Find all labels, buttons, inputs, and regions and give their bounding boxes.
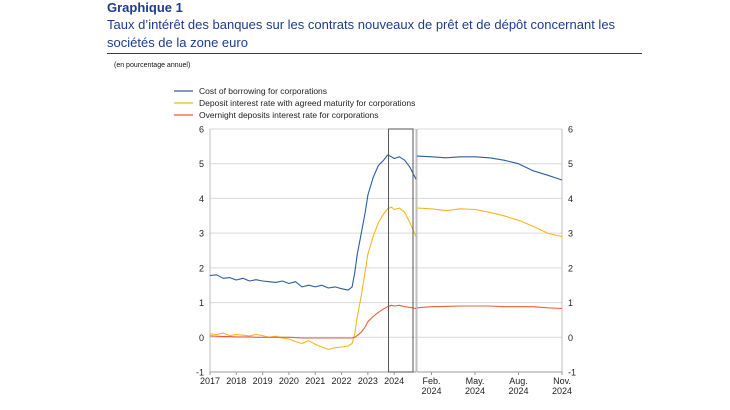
series-line-borrowing bbox=[209, 154, 417, 291]
legend-label-borrowing: Cost of borrowing for corporations bbox=[199, 86, 327, 96]
x-tick-label: Aug. 2024 bbox=[508, 376, 528, 396]
x-tick-label: 2022 bbox=[332, 376, 352, 386]
y-tick-label-left: 0 bbox=[199, 333, 204, 343]
y-tick-label-right: 0 bbox=[568, 333, 573, 343]
unit-note: (en pourcentage annuel) bbox=[114, 62, 191, 69]
x-tick-label: 2020 bbox=[279, 376, 299, 386]
series-line-overnight bbox=[416, 305, 563, 310]
legend-label-deposit_agreed: Deposit interest rate with agreed maturi… bbox=[199, 98, 415, 108]
series-line-deposit_agreed bbox=[416, 207, 563, 238]
y-tick-label-left: 6 bbox=[199, 125, 204, 135]
y-tick-label-right: 2 bbox=[568, 263, 573, 273]
left-panel: -1 0 1 2 3 4 5 6 2017 2018 2019 2020 2021 2022 2023 202… bbox=[196, 125, 417, 386]
y-tick-label-right: 5 bbox=[568, 159, 573, 169]
y-tick-label-left: 1 bbox=[199, 298, 204, 308]
right-panel: -1 0 1 2 3 4 5 6 Feb. 2024 May. 2024 Aug. 2024 Nov. 202… bbox=[416, 125, 576, 396]
legend: Cost of borrowing for corporations Deposi… bbox=[174, 86, 415, 120]
legend-label-overnight: Overnight deposits interest rate for cor… bbox=[199, 110, 379, 120]
x-tick-label: Nov. 2024 bbox=[552, 376, 572, 396]
x-tick-label: 2021 bbox=[305, 376, 325, 386]
chart-subtitle: Taux d’intérêt des banques sur les contr… bbox=[107, 17, 616, 50]
x-tick-label: 2024 bbox=[384, 376, 404, 386]
y-tick-label-right: -1 bbox=[568, 368, 576, 378]
y-tick-label-left: 3 bbox=[199, 229, 204, 239]
y-tick-label-right: 3 bbox=[568, 229, 573, 239]
x-tick-label: May. 2024 bbox=[465, 376, 485, 396]
series-line-overnight bbox=[209, 304, 417, 339]
y-tick-label-right: 4 bbox=[568, 194, 573, 204]
series-line-deposit_agreed bbox=[209, 206, 417, 350]
y-tick-label-right: 1 bbox=[568, 298, 573, 308]
x-tick-label: 2023 bbox=[358, 376, 378, 386]
y-tick-label-left: 2 bbox=[199, 263, 204, 273]
y-tick-label-right: 6 bbox=[568, 125, 573, 135]
y-tick-label-left: 4 bbox=[199, 194, 204, 204]
highlight-box bbox=[388, 128, 414, 373]
x-tick-label: 2019 bbox=[253, 376, 273, 386]
y-tick-label-left: 5 bbox=[199, 159, 204, 169]
x-tick-label: 2017 bbox=[200, 376, 220, 386]
x-tick-label: Feb. 2024 bbox=[421, 376, 441, 396]
series-line-borrowing bbox=[416, 155, 563, 181]
header-divider bbox=[107, 53, 642, 54]
y-tick-label-left: -1 bbox=[196, 368, 204, 378]
chart-title: Graphique 1 bbox=[107, 0, 183, 15]
x-tick-label: 2018 bbox=[226, 376, 246, 386]
